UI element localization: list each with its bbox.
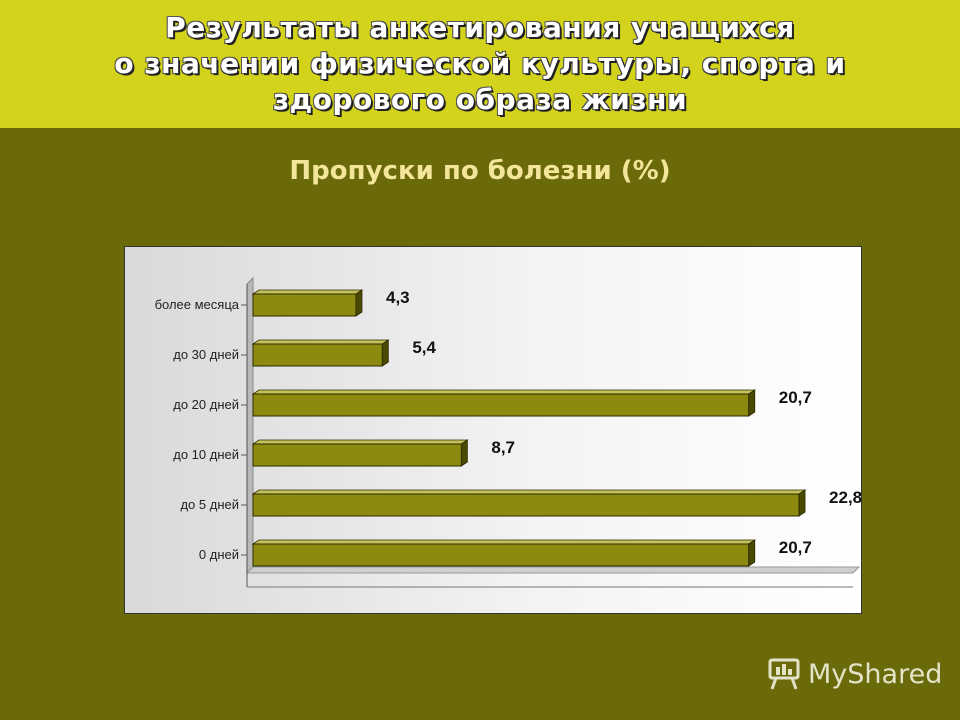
bar [252, 293, 357, 317]
bar-end [798, 489, 806, 517]
bar [252, 543, 750, 567]
bar-top [251, 289, 364, 295]
bar-top [251, 539, 757, 545]
data-label: 22,8 [829, 488, 861, 507]
axis-wall [246, 276, 254, 575]
slide-header: Результаты анкетирования учащихся о знач… [0, 0, 960, 128]
data-label: 4,3 [386, 288, 410, 307]
slide-title-line-1: Результаты анкетирования учащихся [165, 11, 795, 44]
chart-title: Пропуски по болезни (%) [289, 156, 671, 186]
y-tick-label: 0 дней [199, 547, 239, 562]
data-label: 5,4 [412, 338, 436, 357]
bar-chart: более месяца 4,3 до 30 дней 5,4 до 20 дней 20… [155, 276, 861, 588]
bar-end [355, 289, 363, 317]
data-label: 20,7 [779, 538, 812, 557]
data-label: 20,7 [779, 388, 812, 407]
slide-title-line-3: здорового образа жизни [272, 83, 688, 116]
bar-end [748, 389, 756, 417]
watermark: MyShared [766, 654, 942, 694]
bar-top [251, 389, 757, 395]
y-tick-label: до 30 дней [173, 347, 239, 362]
y-tick-label: до 10 дней [173, 447, 239, 462]
bar [252, 343, 383, 367]
bar [252, 493, 800, 517]
bar [252, 393, 750, 417]
bar-end [460, 439, 468, 467]
chart-frame: более месяца 4,3 до 30 дней 5,4 до 20 дней 20… [124, 246, 862, 614]
y-tick-label: до 5 дней [180, 497, 239, 512]
slide-title-line-2: о значении физической культуры, спорта и [114, 47, 846, 80]
presentation-board-icon [768, 658, 800, 690]
axis-floor [245, 566, 861, 574]
watermark-text: MyShared [808, 658, 943, 690]
bar-top [251, 489, 807, 495]
bar [252, 443, 462, 467]
y-tick-label: до 20 дней [173, 397, 239, 412]
y-tick-label: более месяца [155, 297, 240, 312]
bar-top [251, 439, 469, 445]
data-label: 8,7 [491, 438, 515, 457]
bar-end [748, 539, 756, 567]
bar-end [381, 339, 389, 367]
bar-top [251, 339, 390, 345]
